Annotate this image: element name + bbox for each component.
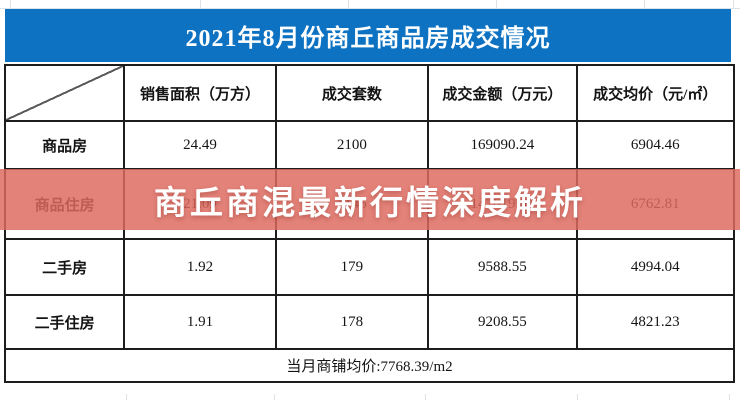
header-row: 销售面积（万方） 成交套数 成交金额（万元） 成交均价（元/㎡） [3,64,736,122]
cell-area: 1.92 [123,238,277,296]
cell-units: 2100 [274,120,430,170]
cell-units: 179 [274,238,430,296]
gridline [644,0,645,8]
headline-overlay: 商丘商混最新行情深度解析 [0,169,740,230]
gridline [348,0,349,8]
cell-units: 178 [274,294,430,350]
overlay-headline-text: 商丘商混最新行情深度解析 [154,183,586,221]
row-label: 二手房 [3,238,126,296]
cell-avg-price: 4821.23 [575,294,736,350]
table-row: 二手房 1.92 179 9588.55 4994.04 [3,238,736,296]
title-banner: 2021年8月份商丘商品房成交情况 [5,9,731,62]
column-header-area: 销售面积（万方） [123,64,277,122]
corner-diagonal-cell [3,64,126,122]
gridline [274,394,275,400]
gridline [126,394,127,400]
cell-area: 1.91 [123,294,277,350]
gridline [10,0,11,8]
row-label: 二手住房 [3,294,126,350]
cell-avg-price: 4994.04 [575,238,736,296]
cell-avg-price: 6904.46 [575,120,736,170]
column-header-amount: 成交金额（万元） [427,64,578,122]
table-row: 商品房 24.49 2100 169090.24 6904.46 [3,120,736,170]
gridline [0,8,740,9]
cell-amount: 169090.24 [427,120,578,170]
footer-note: 当月商铺均价:7768.39/m2 [4,348,735,383]
cell-amount: 9588.55 [427,238,578,296]
gridline [200,0,201,8]
cell-area: 24.49 [123,120,277,170]
cell-amount: 9208.55 [427,294,578,350]
table-row: 二手住房 1.91 178 9208.55 4821.23 [3,294,736,350]
column-header-avg-price: 成交均价（元/㎡） [575,64,736,122]
footer-row: 当月商铺均价:7768.39/m2 [4,348,735,383]
column-header-units: 成交套数 [274,64,430,122]
gridline [733,0,734,8]
row-label: 商品房 [3,120,126,170]
gridline [729,394,730,400]
gridline [496,0,497,8]
gridline [577,394,578,400]
gridline [425,394,426,400]
page-title: 2021年8月份商丘商品房成交情况 [185,26,551,52]
